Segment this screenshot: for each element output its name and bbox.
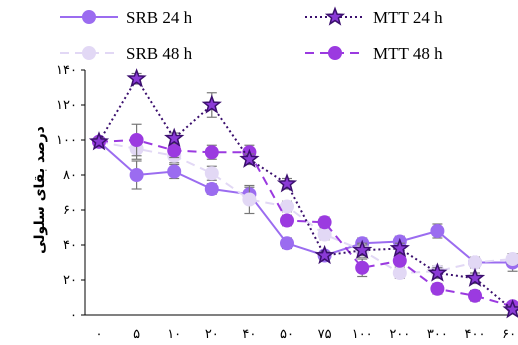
x-tick-label: ۰ bbox=[96, 327, 103, 342]
data-point bbox=[129, 168, 144, 182]
series-line bbox=[98, 140, 513, 275]
series-line bbox=[98, 141, 513, 264]
y-tick-label: ۴۰ bbox=[63, 238, 77, 253]
data-point bbox=[468, 288, 482, 303]
data-point bbox=[276, 173, 298, 193]
data-point bbox=[280, 213, 294, 228]
y-tick-label: ۰ bbox=[70, 308, 77, 323]
data-point bbox=[314, 244, 335, 265]
data-point bbox=[317, 215, 332, 230]
data-point bbox=[427, 262, 448, 282]
y-tick-label: ۲۰ bbox=[63, 273, 77, 288]
y-tick-label: ۱۲۰ bbox=[56, 98, 77, 113]
data-point bbox=[204, 166, 219, 181]
data-point bbox=[392, 266, 407, 280]
data-point bbox=[468, 255, 482, 270]
y-tick-label: ۱۴۰ bbox=[56, 63, 77, 78]
legend-item: MTT 48 h bbox=[305, 44, 443, 63]
legend-marker bbox=[324, 6, 346, 26]
x-tick-label: ۷۵ bbox=[318, 327, 332, 342]
y-tick-labels: ۰ ۲۰ ۴۰ ۶۰ ۸۰ ۱۰۰ ۱۲۰ ۱۴۰ bbox=[56, 63, 85, 323]
data-point bbox=[280, 199, 294, 214]
data-point bbox=[317, 227, 332, 242]
legend: SRB 24 h MTT 24 h SRB 48 h MTT 48 h bbox=[60, 6, 443, 63]
legend-label: SRB 48 h bbox=[126, 44, 193, 63]
data-point bbox=[204, 182, 219, 196]
legend-marker bbox=[82, 46, 96, 60]
legend-item: SRB 24 h bbox=[60, 8, 193, 27]
data-point bbox=[430, 281, 445, 296]
y-tick-label: ۸۰ bbox=[63, 168, 77, 183]
data-point bbox=[355, 260, 370, 275]
series-line bbox=[98, 76, 514, 311]
data-point bbox=[505, 252, 518, 266]
x-tick-label: ۳۰۰ bbox=[427, 327, 448, 342]
x-tick-label: ۴۰۰ bbox=[465, 327, 486, 342]
data-point bbox=[88, 131, 110, 151]
legend-label: MTT 24 h bbox=[373, 8, 443, 27]
data-point bbox=[392, 253, 407, 268]
data-point bbox=[167, 143, 182, 158]
data-point bbox=[204, 145, 219, 160]
data-point bbox=[502, 299, 518, 319]
chart-axes bbox=[84, 70, 510, 316]
x-tick-label: ۴۰ bbox=[242, 327, 256, 342]
data-point bbox=[242, 192, 257, 207]
x-tick-label: ۶۰۰ bbox=[502, 327, 518, 342]
legend-label: SRB 24 h bbox=[126, 8, 193, 27]
y-axis-label: درصد بقای سلولی bbox=[32, 126, 48, 254]
legend-label: MTT 48 h bbox=[373, 44, 443, 63]
series-mtt-24-h bbox=[88, 68, 518, 319]
x-tick-label: ۱۰ bbox=[167, 327, 181, 342]
series-layer bbox=[88, 68, 518, 319]
data-point bbox=[129, 133, 144, 147]
series-srb-24-h bbox=[92, 134, 518, 272]
data-point bbox=[280, 236, 294, 251]
x-tick-label: ۲۰۰ bbox=[389, 327, 410, 342]
x-tick-label: ۱۰۰ bbox=[352, 327, 373, 342]
legend-marker bbox=[82, 10, 96, 24]
data-point bbox=[201, 94, 222, 114]
legend-marker bbox=[328, 46, 342, 60]
series-line bbox=[98, 138, 513, 308]
data-point bbox=[430, 224, 445, 238]
data-point bbox=[464, 267, 486, 287]
legend-item: MTT 24 h bbox=[305, 6, 443, 27]
series-mtt-48-h bbox=[92, 123, 518, 314]
data-point bbox=[352, 239, 373, 259]
x-tick-label: ۵۰ bbox=[280, 327, 294, 342]
y-tick-label: ۶۰ bbox=[63, 203, 77, 218]
data-point bbox=[389, 237, 410, 258]
data-point bbox=[164, 127, 185, 147]
data-point bbox=[167, 164, 182, 179]
legend-item: SRB 48 h bbox=[60, 44, 193, 63]
y-tick-label: ۱۰۰ bbox=[56, 133, 77, 148]
data-point bbox=[126, 68, 147, 88]
x-tick-labels: ۰ ۵ ۱۰ ۲۰ ۴۰ ۵۰ ۷۵ ۱۰۰ ۲۰۰ ۳۰۰ ۴۰۰ ۶۰۰ bbox=[96, 327, 518, 342]
x-tick-label: ۲۰ bbox=[205, 327, 219, 342]
data-point bbox=[239, 148, 260, 168]
x-tick-label: ۵ bbox=[133, 327, 140, 342]
series-srb-48-h bbox=[92, 134, 518, 280]
